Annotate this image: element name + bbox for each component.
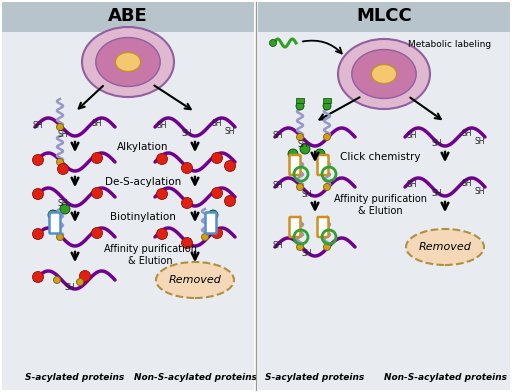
FancyBboxPatch shape bbox=[205, 212, 217, 234]
Text: SH: SH bbox=[212, 118, 222, 127]
Circle shape bbox=[324, 183, 331, 191]
Text: SH: SH bbox=[407, 180, 417, 189]
Circle shape bbox=[224, 196, 236, 207]
Circle shape bbox=[181, 238, 193, 249]
Text: Affinity purification
& Elution: Affinity purification & Elution bbox=[333, 194, 426, 216]
Text: Non-S-acylated proteins: Non-S-acylated proteins bbox=[383, 374, 506, 383]
Circle shape bbox=[157, 229, 167, 240]
Circle shape bbox=[324, 243, 331, 250]
Text: SH: SH bbox=[302, 249, 312, 258]
FancyBboxPatch shape bbox=[50, 212, 60, 234]
Bar bbox=[258, 32, 510, 390]
Circle shape bbox=[288, 149, 298, 159]
Circle shape bbox=[211, 152, 223, 163]
Text: S-acylated proteins: S-acylated proteins bbox=[26, 374, 124, 383]
Circle shape bbox=[323, 102, 331, 110]
Text: SH: SH bbox=[432, 138, 442, 147]
Circle shape bbox=[32, 229, 44, 240]
Text: S-acylated proteins: S-acylated proteins bbox=[265, 374, 365, 383]
Circle shape bbox=[315, 149, 325, 159]
Text: MLCC: MLCC bbox=[356, 7, 412, 25]
Bar bbox=[2, 2, 254, 32]
Bar bbox=[296, 98, 304, 103]
Text: SH: SH bbox=[65, 283, 75, 292]
Text: Affinity purification
& Elution: Affinity purification & Elution bbox=[103, 244, 197, 266]
Circle shape bbox=[296, 243, 304, 250]
Circle shape bbox=[60, 204, 70, 214]
Circle shape bbox=[211, 187, 223, 198]
Text: SH: SH bbox=[302, 189, 312, 198]
Text: Metabolic labeling: Metabolic labeling bbox=[409, 40, 492, 49]
Circle shape bbox=[202, 234, 208, 241]
Text: Non-S-acylated proteins: Non-S-acylated proteins bbox=[134, 374, 257, 383]
Circle shape bbox=[56, 234, 63, 241]
Text: Removed: Removed bbox=[168, 275, 221, 285]
FancyBboxPatch shape bbox=[289, 217, 301, 237]
Text: SH: SH bbox=[182, 129, 192, 138]
Circle shape bbox=[92, 227, 102, 238]
Circle shape bbox=[181, 163, 193, 174]
Circle shape bbox=[56, 123, 63, 131]
FancyBboxPatch shape bbox=[317, 217, 329, 237]
Ellipse shape bbox=[96, 38, 160, 87]
Text: De-S-acylation: De-S-acylation bbox=[105, 177, 181, 187]
Circle shape bbox=[57, 163, 69, 174]
Circle shape bbox=[32, 272, 44, 283]
FancyBboxPatch shape bbox=[289, 155, 301, 175]
Text: SH: SH bbox=[92, 118, 102, 127]
Circle shape bbox=[296, 102, 304, 110]
Text: SH: SH bbox=[462, 178, 472, 187]
Ellipse shape bbox=[371, 64, 397, 83]
Circle shape bbox=[324, 134, 331, 140]
Text: SH: SH bbox=[432, 189, 442, 198]
Text: SH: SH bbox=[475, 136, 485, 145]
Ellipse shape bbox=[352, 49, 416, 98]
Circle shape bbox=[76, 278, 83, 285]
Text: Alkylation: Alkylation bbox=[117, 142, 169, 152]
Ellipse shape bbox=[406, 229, 484, 265]
Text: SH: SH bbox=[157, 120, 167, 129]
Text: SH: SH bbox=[273, 241, 283, 249]
Circle shape bbox=[79, 270, 91, 281]
Circle shape bbox=[32, 189, 44, 200]
Text: Click chemistry: Click chemistry bbox=[340, 152, 420, 162]
Circle shape bbox=[48, 210, 58, 220]
Bar bbox=[258, 2, 510, 32]
Text: SH: SH bbox=[58, 198, 68, 207]
Bar bbox=[2, 32, 254, 390]
Ellipse shape bbox=[82, 27, 174, 97]
Text: SH: SH bbox=[225, 127, 235, 136]
Text: SH: SH bbox=[462, 129, 472, 138]
Circle shape bbox=[181, 198, 193, 209]
Circle shape bbox=[211, 227, 223, 238]
Circle shape bbox=[56, 158, 63, 165]
Circle shape bbox=[32, 154, 44, 165]
Circle shape bbox=[92, 187, 102, 198]
Circle shape bbox=[269, 40, 276, 47]
Circle shape bbox=[92, 152, 102, 163]
Text: Removed: Removed bbox=[419, 242, 472, 252]
Ellipse shape bbox=[156, 262, 234, 298]
Circle shape bbox=[208, 210, 218, 220]
Circle shape bbox=[53, 276, 60, 283]
Text: SH: SH bbox=[475, 187, 485, 196]
Text: SH: SH bbox=[273, 131, 283, 140]
Text: SH: SH bbox=[298, 140, 308, 149]
Ellipse shape bbox=[338, 39, 430, 109]
Bar bbox=[323, 98, 331, 103]
Circle shape bbox=[300, 144, 310, 154]
Text: SH: SH bbox=[407, 131, 417, 140]
Circle shape bbox=[296, 183, 304, 191]
Text: SH: SH bbox=[58, 129, 68, 138]
Circle shape bbox=[296, 134, 304, 140]
Text: Biotinylation: Biotinylation bbox=[110, 212, 176, 222]
Text: SH: SH bbox=[33, 120, 43, 129]
Text: SH: SH bbox=[273, 180, 283, 189]
Circle shape bbox=[157, 154, 167, 165]
Ellipse shape bbox=[115, 53, 141, 72]
Circle shape bbox=[157, 189, 167, 200]
Circle shape bbox=[224, 160, 236, 172]
Text: ABE: ABE bbox=[108, 7, 148, 25]
FancyBboxPatch shape bbox=[317, 155, 329, 175]
